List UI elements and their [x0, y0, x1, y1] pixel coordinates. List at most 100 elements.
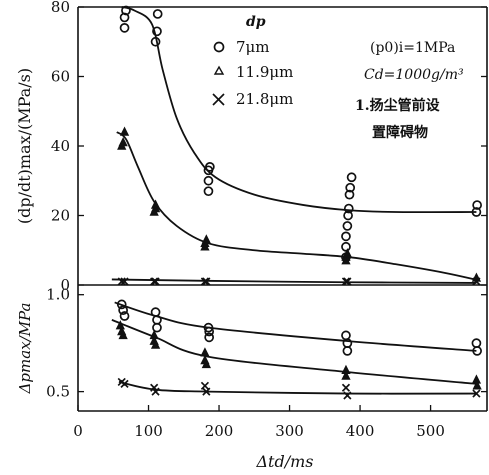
- upper-point-7-m-16: [344, 189, 355, 200]
- upper-marks: [111, 5, 482, 286]
- upper-point-7-m-9: [205, 162, 215, 172]
- upper-point-21-8-m-8-b: [472, 277, 481, 286]
- upper-y-tick-label-40: 40: [51, 137, 70, 155]
- upper-curve-11-9-m: [116, 131, 477, 281]
- upper-point-21-8-m-0: [117, 277, 126, 286]
- lower-y-tick-label-1-0: 1.0: [46, 286, 70, 304]
- lower-point-7-m-0: [116, 299, 127, 310]
- lower-point-7-m-2: [119, 311, 130, 321]
- x-tick-label-0: 0: [73, 422, 83, 440]
- upper-point-7-m-13: [342, 221, 353, 231]
- upper-y-tick-label-80: 80: [51, 0, 70, 16]
- lower-point-21-8-m-8-b: [472, 389, 481, 398]
- upper-y-axis-title: (dp/dt)max/(MPa/s): [15, 68, 34, 224]
- upper-curve-21-8-m: [111, 278, 477, 284]
- lower-point-11-9-m-12: [472, 380, 482, 390]
- legend-label-21-8um: 21.8μm: [236, 90, 293, 108]
- lower-point-7-m-7: [204, 326, 215, 337]
- lower-point-11-9-m-6: [200, 347, 210, 357]
- legend-label-7um: 7μm: [236, 38, 270, 56]
- lower-point-7-m-1: [118, 305, 128, 316]
- lower-point-7-m-5: [152, 322, 162, 333]
- upper-point-11-9-m-2: [119, 126, 130, 136]
- lower-y-ticks: 0.5 1.0: [46, 286, 487, 401]
- lower-point-7-m-3: [150, 307, 161, 317]
- legend-cross-marker: [212, 93, 225, 106]
- upper-point-11-9-m-8: [201, 234, 211, 244]
- upper-point-7-m-19: [471, 207, 482, 217]
- upper-point-21-8-m-5: [202, 277, 211, 286]
- upper-point-7-m-3: [150, 36, 161, 47]
- upper-point-7-m-0: [119, 23, 130, 33]
- lower-point-21-8-m-4-b: [200, 381, 210, 390]
- lower-point-11-9-m-8: [201, 358, 211, 369]
- lower-y-axis-title: Δpmax/MPa: [16, 303, 34, 395]
- x-tick-label-200: 200: [205, 422, 234, 440]
- x-ticks: 0 100 200 300 400 500: [73, 405, 445, 440]
- legend-label-11-9um: 11.9μm: [236, 63, 293, 81]
- lower-curve-7-m: [114, 301, 477, 352]
- lower-point-11-9-m-5: [150, 339, 161, 349]
- lower-point-21-8-m-8: [472, 389, 481, 398]
- upper-point-7-m-20: [472, 200, 482, 210]
- upper-panel: 0 20 40 60 80: [51, 0, 488, 294]
- lower-point-11-9-m-10: [341, 370, 351, 380]
- upper-point-21-8-m-5-b: [202, 277, 211, 286]
- upper-point-21-8-m-6-b: [341, 277, 351, 286]
- lower-point-21-8-m-4: [200, 381, 210, 390]
- upper-point-21-8-m-4-b: [200, 277, 210, 286]
- upper-point-21-8-m-8: [472, 277, 481, 286]
- upper-point-21-8-m-1: [120, 277, 129, 286]
- upper-y-tick-label-0: 0: [60, 276, 70, 294]
- lower-point-21-8-m-6: [341, 383, 351, 392]
- upper-point-11-9-m-5: [150, 199, 161, 209]
- upper-point-11-9-m-1: [118, 136, 128, 147]
- lower-point-21-8-m-2-b: [150, 383, 159, 392]
- annotation-note-line2: 置障碍物: [372, 124, 428, 141]
- upper-point-11-9-m-11: [342, 248, 353, 258]
- lower-point-11-9-m-2: [118, 329, 128, 340]
- lower-point-21-8-m-7-b: [343, 391, 352, 400]
- upper-point-7-m-7: [203, 175, 214, 186]
- lower-panel: 0.5 1.0 0 100 200 300 400 500: [46, 285, 488, 440]
- lower-point-7-m-11: [342, 346, 353, 356]
- lower-point-21-8-m-5: [202, 387, 211, 396]
- legend: dp 7μm 11.9μm 21.8μm: [212, 14, 293, 108]
- lower-point-21-8-m-1-b: [120, 379, 129, 388]
- lower-point-21-8-m-6-b: [341, 383, 351, 392]
- upper-point-7-m-15: [343, 203, 354, 214]
- lower-point-21-8-m-3-b: [151, 387, 160, 396]
- lower-curve-21-8-m: [118, 381, 477, 395]
- lower-point-21-8-m-5-b: [202, 387, 211, 396]
- upper-point-7-m-11: [341, 241, 351, 252]
- upper-point-7-m-2: [121, 5, 131, 16]
- x-tick-label-500: 500: [416, 422, 445, 440]
- upper-y-tick-label-60: 60: [51, 68, 70, 86]
- upper-point-7-m-4: [152, 26, 162, 37]
- legend-circle-marker: [213, 41, 225, 53]
- upper-point-21-8-m-2-b: [150, 277, 159, 286]
- lower-point-21-8-m-3: [151, 387, 160, 396]
- lower-point-7-m-8: [204, 332, 215, 343]
- upper-point-21-8-m-2: [150, 277, 159, 286]
- x-tick-label-400: 400: [346, 422, 375, 440]
- upper-point-7-m-18: [346, 172, 357, 183]
- upper-point-21-8-m-3-b: [151, 277, 160, 286]
- upper-point-21-8-m-7: [343, 277, 352, 286]
- annotation-initial-pressure: (p0)i=1MPa: [370, 40, 455, 56]
- upper-point-21-8-m-3: [151, 277, 160, 286]
- lower-point-21-8-m-7: [343, 391, 352, 400]
- lower-curve-11-9-m: [111, 319, 477, 385]
- upper-point-21-8-m-0-b: [117, 277, 126, 286]
- lower-point-7-m-9: [341, 330, 351, 341]
- annotation-note-line1: 1.扬尘管前设: [355, 97, 441, 114]
- upper-point-21-8-m-7-b: [343, 277, 352, 286]
- lower-point-7-m-13: [472, 346, 482, 356]
- upper-point-21-8-m-4: [200, 277, 210, 286]
- upper-point-7-m-17: [345, 182, 356, 193]
- upper-point-21-8-m-1-b: [120, 277, 129, 286]
- x-tick-label-300: 300: [275, 422, 304, 440]
- lower-y-tick-label-0-5: 0.5: [46, 383, 70, 401]
- upper-y-ticks: 0 20 40 60 80: [51, 0, 487, 294]
